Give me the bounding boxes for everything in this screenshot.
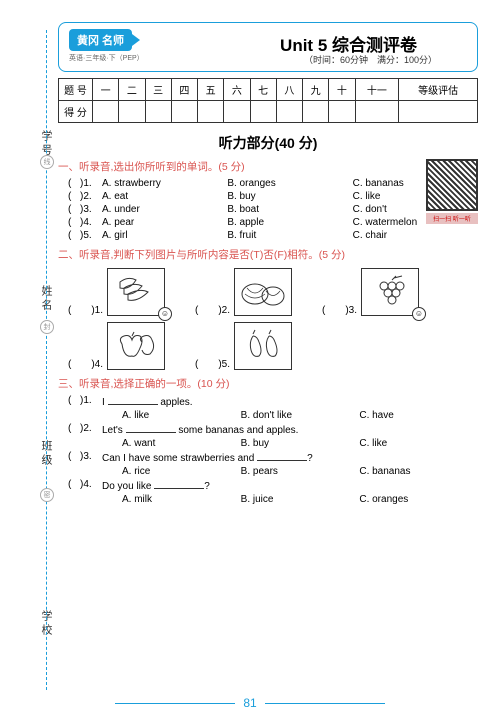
score-header: 二 <box>119 79 145 101</box>
pic-apples <box>107 322 165 370</box>
score-header: 等级评估 <box>399 79 478 101</box>
picture-row: ( )1.☺ ( )2. ( )3.☺ <box>68 268 478 316</box>
listening-title: 听力部分(40 分) <box>58 133 478 153</box>
score-cell <box>303 101 329 123</box>
score-cell <box>198 101 224 123</box>
score-cell: 得 分 <box>59 101 93 123</box>
question-options: A. likeB. don't likeC. have <box>68 410 478 421</box>
score-header: 十一 <box>355 79 399 101</box>
fold-line <box>46 30 47 690</box>
score-header: 十 <box>329 79 355 101</box>
score-header: 七 <box>250 79 276 101</box>
score-cell <box>93 101 119 123</box>
pic-grapes: ☺ <box>361 268 419 316</box>
score-header: 五 <box>198 79 224 101</box>
question-stem: ()2.Let's some bananas and apples. <box>68 423 478 436</box>
score-cell <box>399 101 478 123</box>
score-header: 题 号 <box>59 79 93 101</box>
pic-pears <box>234 322 292 370</box>
question-row: ()1.A. strawberryB. orangesC. bananas <box>68 178 478 189</box>
score-header: 四 <box>171 79 197 101</box>
score-cell <box>145 101 171 123</box>
question-row: ()3.A. underB. boatC. don't <box>68 204 478 215</box>
pic-watermelon <box>234 268 292 316</box>
question-stem: ()3.Can I have some strawberries and ? <box>68 451 478 464</box>
question-options: A. milkB. juiceC. oranges <box>68 494 478 505</box>
page-number: 81 <box>0 696 500 710</box>
question-options: A. riceB. pearsC. bananas <box>68 466 478 477</box>
score-cell <box>224 101 250 123</box>
ring-marker: 封 <box>40 320 54 334</box>
score-cell <box>329 101 355 123</box>
score-table: 题 号一二三四五六七八九十十一等级评估得 分 <box>58 78 478 123</box>
pic-bananas: ☺ <box>107 268 165 316</box>
score-header: 一 <box>93 79 119 101</box>
score-cell <box>119 101 145 123</box>
question-stem: ()1.I apples. <box>68 395 478 408</box>
section1-instruction: 一、听录音,选出你所听到的单词。(5 分) <box>58 159 478 174</box>
picture-row: ( )4. ( )5. <box>68 322 478 370</box>
question-options: A. wantB. buyC. like <box>68 438 478 449</box>
question-row: ()2.A. eatB. buyC. like <box>68 191 478 202</box>
ring-marker: 密 <box>40 488 54 502</box>
section3-instruction: 三、听录音,选择正确的一项。(10 分) <box>58 376 478 391</box>
brand-badge: 黄冈 名师 <box>69 29 132 51</box>
question-row: ()5.A. girlB. fruitC. chair <box>68 230 478 241</box>
ring-marker: 线 <box>40 155 54 169</box>
score-header: 八 <box>276 79 302 101</box>
qr-caption: 扫一扫 听一听 <box>426 213 478 224</box>
timing-label: （时间：60分钟 满分：100分） <box>304 53 437 66</box>
score-header: 六 <box>224 79 250 101</box>
section2-instruction: 二、听录音,判断下列图片与所听内容是否(T)否(F)相符。(5 分) <box>58 247 478 262</box>
header-box: 黄冈 名师 英语·三年级·下（PEP） Unit 5 综合测评卷 （时间：60分… <box>58 22 478 72</box>
question-row: ()4.A. pearB. appleC. watermelon <box>68 217 478 228</box>
score-cell <box>171 101 197 123</box>
score-header: 三 <box>145 79 171 101</box>
question-stem: ()4.Do you like ? <box>68 479 478 492</box>
score-cell <box>276 101 302 123</box>
qr-code <box>426 159 478 211</box>
score-cell <box>355 101 399 123</box>
score-header: 九 <box>303 79 329 101</box>
score-cell <box>250 101 276 123</box>
